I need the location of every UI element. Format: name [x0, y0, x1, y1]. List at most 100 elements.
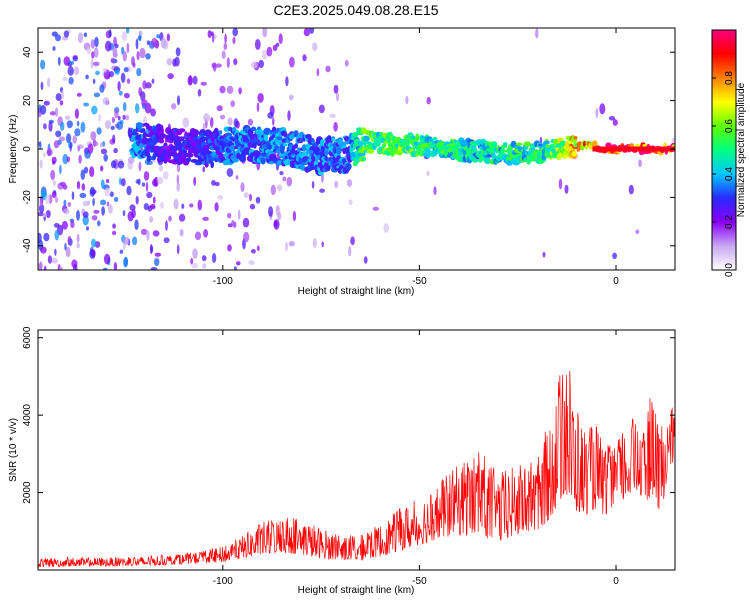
- heatmap-cell: [83, 102, 90, 107]
- snr-frame: [37, 329, 676, 571]
- heatmap-cell: [253, 142, 257, 149]
- heatmap-cell: [66, 120, 73, 129]
- heatmap-cell: [135, 195, 139, 205]
- heatmap-cell: [215, 63, 222, 68]
- heatmap-cell: [433, 186, 437, 196]
- heatmap-cell: [105, 179, 110, 183]
- heatmap-cell: [212, 62, 217, 72]
- heatmap-cell: [74, 108, 79, 119]
- heatmap-cell: [285, 76, 289, 87]
- heatmap-cell: [145, 181, 149, 192]
- heatmap-cell: [49, 111, 57, 116]
- heatmap-cell: [381, 143, 387, 148]
- heatmap-cell: [74, 128, 81, 137]
- heatmap-cell: [100, 199, 107, 206]
- heatmap-cell: [137, 35, 142, 41]
- heatmap-cell: [59, 181, 67, 187]
- colorbar-tick-label: 0.8: [724, 71, 735, 85]
- heatmap-cell: [138, 161, 142, 172]
- heatmap-cell: [149, 216, 154, 223]
- heatmap-cell: [187, 152, 194, 158]
- heatmap-cell: [278, 33, 283, 44]
- heatmap-cell: [135, 179, 140, 184]
- heatmap-cell: [358, 140, 364, 147]
- heatmap-cell: [179, 229, 184, 237]
- heatmap-cell: [312, 238, 317, 249]
- heatmap-cell: [192, 129, 200, 137]
- heatmap-cell: [38, 232, 42, 243]
- y-tick-label: 40: [22, 46, 33, 58]
- heatmap-cell: [432, 136, 438, 141]
- heatmap-cell: [131, 208, 136, 219]
- heatmap-cell: [249, 203, 256, 210]
- heatmap-cell: [43, 123, 47, 130]
- spectrogram-x-label: Height of straight line (km): [298, 286, 415, 297]
- heatmap-cell: [316, 68, 320, 77]
- heatmap-cell: [277, 184, 283, 192]
- heatmap-cell: [415, 133, 420, 141]
- heatmap-cell: [258, 59, 265, 69]
- heatmap-cell: [117, 160, 125, 169]
- heatmap-cell: [426, 147, 431, 154]
- heatmap-cell: [156, 34, 161, 39]
- heatmap-cell: [52, 160, 56, 165]
- heatmap-cell: [122, 210, 126, 217]
- heatmap-cell: [80, 121, 86, 133]
- heatmap-cell: [227, 212, 232, 219]
- heatmap-cell: [140, 228, 148, 236]
- heatmap-cell: [71, 191, 75, 200]
- heatmap-cell: [90, 39, 96, 49]
- heatmap-cell: [43, 100, 50, 106]
- heatmap-cell: [302, 54, 307, 62]
- heatmap-cell: [333, 121, 338, 132]
- heatmap-cell: [144, 102, 152, 114]
- heatmap-cell: [105, 40, 112, 52]
- heatmap-cell: [256, 102, 260, 112]
- heatmap-cell: [240, 182, 245, 193]
- heatmap-cell: [564, 184, 569, 194]
- heatmap-cell: [175, 47, 181, 57]
- heatmap-cell: [131, 134, 136, 138]
- heatmap-cell: [154, 258, 160, 267]
- heatmap-cell: [112, 223, 116, 229]
- heatmap-cell: [263, 127, 272, 135]
- heatmap-cell: [67, 66, 74, 76]
- heatmap-cell: [226, 85, 234, 94]
- heatmap-cell: [76, 120, 80, 127]
- heatmap-cell: [331, 137, 336, 142]
- heatmap-cell: [268, 206, 274, 217]
- heatmap-cell: [202, 166, 205, 173]
- heatmap-cell: [141, 99, 148, 107]
- heatmap-cell: [257, 93, 264, 103]
- heatmap-cell: [608, 116, 616, 121]
- y-tick-label: 2000: [22, 481, 33, 504]
- heatmap-cell: [51, 191, 57, 198]
- heatmap-cell: [67, 235, 72, 246]
- heatmap-cell: [146, 154, 152, 162]
- heatmap-cell: [282, 176, 287, 182]
- heatmap-cell: [64, 242, 67, 251]
- heatmap-cell: [122, 114, 126, 120]
- heatmap-cell: [151, 37, 158, 48]
- y-tick-label: 20: [22, 95, 33, 107]
- colorbar: 0.0 0.2 0.4 0.6 0.8 Normalized spectral ampl…: [711, 29, 747, 277]
- heatmap-cell: [179, 136, 185, 142]
- heatmap-cell: [262, 28, 268, 38]
- heatmap-cell: [325, 65, 331, 73]
- heatmap-cell: [48, 121, 53, 132]
- heatmap-cell: [156, 176, 164, 185]
- heatmap-cell: [70, 220, 75, 229]
- heatmap-cell: [86, 47, 92, 55]
- heatmap-cell: [484, 157, 491, 165]
- heatmap-cell: [51, 257, 58, 264]
- heatmap-cell: [112, 47, 118, 57]
- heatmap-cell: [145, 82, 152, 89]
- heatmap-cell: [426, 170, 430, 176]
- heatmap-cell: [204, 162, 209, 168]
- heatmap-cell: [217, 195, 224, 200]
- heatmap-cell: [192, 248, 198, 259]
- heatmap-cell: [535, 28, 539, 39]
- heatmap-cell: [104, 187, 111, 197]
- heatmap-cell: [152, 178, 158, 187]
- heatmap-cell: [223, 43, 228, 50]
